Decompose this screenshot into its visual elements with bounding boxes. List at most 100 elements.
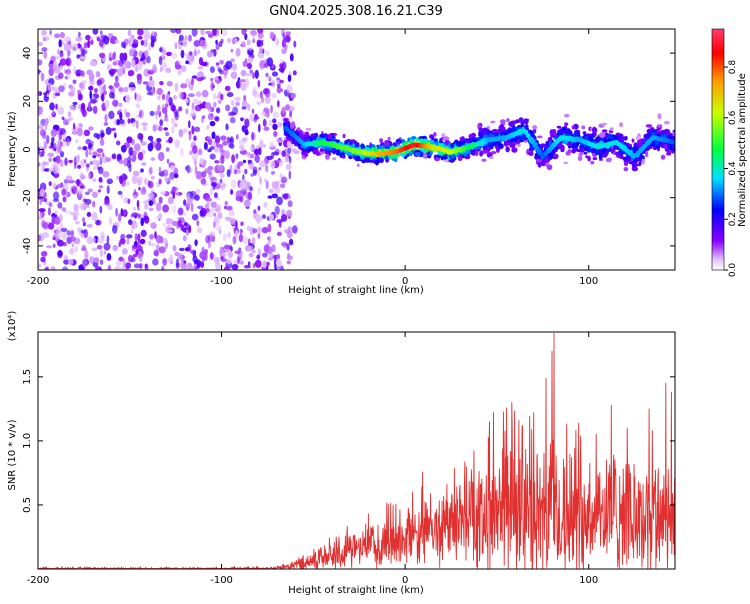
noise-blob <box>85 149 89 158</box>
noise-blob <box>104 99 110 109</box>
noise-blob <box>272 118 277 124</box>
noise-blob <box>265 72 269 78</box>
ridge-blob <box>409 150 413 156</box>
noise-blob <box>252 72 256 79</box>
noise-blob <box>88 143 93 149</box>
noise-blob <box>189 51 193 56</box>
noise-blob <box>68 159 73 164</box>
noise-blob <box>213 101 217 108</box>
noise-blob <box>165 67 172 73</box>
noise-blob <box>56 183 64 189</box>
noise-blob <box>195 170 203 180</box>
noise-blob <box>106 65 112 71</box>
noise-blob <box>214 116 219 122</box>
ridge-blob <box>552 155 557 160</box>
noise-blob <box>109 91 114 99</box>
noise-blob <box>63 42 69 52</box>
noise-blob <box>201 171 207 178</box>
noise-blob <box>138 187 141 191</box>
noise-blob <box>106 235 110 245</box>
noise-blob <box>194 165 198 174</box>
noise-blob <box>119 52 125 62</box>
noise-blob <box>87 39 91 49</box>
noise-blob <box>251 131 254 141</box>
noise-blob <box>182 235 187 242</box>
noise-blob <box>272 111 279 118</box>
noise-blob <box>240 83 247 91</box>
snr-x-tick-label: 100 <box>579 575 598 586</box>
noise-blob <box>108 216 113 226</box>
noise-blob <box>39 128 47 137</box>
noise-blob <box>198 103 206 109</box>
noise-blob <box>148 192 155 199</box>
noise-blob <box>209 231 215 237</box>
noise-blob <box>132 170 140 177</box>
noise-blob <box>133 206 137 211</box>
noise-blob <box>118 119 125 125</box>
noise-blob <box>257 32 264 39</box>
noise-blob <box>180 262 187 270</box>
noise-blob <box>200 29 205 36</box>
noise-blob <box>52 236 56 241</box>
snr-y-multiplier: (x10⁴) <box>7 311 18 342</box>
noise-blob <box>268 77 272 82</box>
noise-blob <box>159 81 164 86</box>
noise-blob <box>46 134 50 144</box>
noise-blob <box>189 249 197 255</box>
noise-blob <box>103 200 111 206</box>
spectrogram-ylabel: Frequency (Hz) <box>7 111 18 187</box>
noise-blob <box>191 29 198 37</box>
ridge-blob <box>591 127 598 134</box>
noise-blob <box>99 139 105 146</box>
noise-blob <box>249 186 253 191</box>
noise-blob <box>132 194 137 200</box>
noise-blob <box>128 219 133 226</box>
noise-blob <box>209 252 214 260</box>
noise-blob <box>215 225 222 231</box>
noise-blob <box>54 56 61 60</box>
noise-blob <box>252 35 256 42</box>
noise-blob <box>198 57 204 66</box>
spectrogram-x-tick-label: -200 <box>27 276 50 287</box>
noise-blob <box>162 222 167 227</box>
noise-blob <box>71 243 75 248</box>
noise-blob <box>136 245 143 251</box>
spectrogram-y-tick-label: 40 <box>22 47 33 60</box>
noise-blob <box>83 42 89 49</box>
noise-blob <box>122 258 126 268</box>
ridge-blob <box>431 136 435 141</box>
ridge-blob <box>557 131 564 136</box>
noise-blob <box>126 234 133 239</box>
noise-blob <box>249 29 257 36</box>
noise-blob <box>215 42 220 51</box>
noise-blob <box>146 91 153 96</box>
noise-blob <box>185 229 189 236</box>
noise-blob <box>123 174 128 180</box>
ridge-blob <box>495 146 500 153</box>
noise-blob <box>80 204 87 210</box>
colorbar-tick-label: 0.2 <box>728 212 738 226</box>
noise-blob <box>166 229 173 233</box>
noise-blob <box>104 113 108 123</box>
noise-blob <box>74 210 79 217</box>
ridge-blob <box>327 133 332 139</box>
noise-blob <box>254 69 259 79</box>
noise-blob <box>46 245 53 249</box>
noise-blob <box>96 37 101 42</box>
noise-blob <box>173 95 177 100</box>
noise-blob <box>180 147 184 157</box>
noise-blob <box>123 142 130 149</box>
noise-blob <box>284 104 291 111</box>
ridge-blob <box>502 126 506 132</box>
noise-blob <box>41 29 47 36</box>
ridge-blob <box>478 132 485 137</box>
noise-blob <box>289 105 295 112</box>
ridge-blob <box>660 142 665 149</box>
noise-blob <box>93 257 100 264</box>
noise-blob <box>216 196 220 201</box>
noise-blob <box>48 67 54 77</box>
noise-blob <box>107 204 113 210</box>
noise-blob <box>269 141 275 149</box>
noise-blob <box>171 125 175 134</box>
noise-blob <box>92 200 96 208</box>
